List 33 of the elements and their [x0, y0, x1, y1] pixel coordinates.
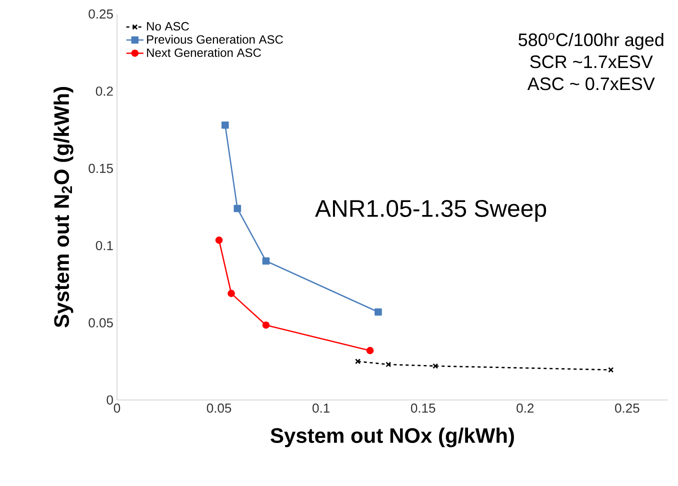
- point: [608, 367, 614, 373]
- x-tick-label: 0: [114, 404, 120, 413]
- y-tick-label: 0.25: [88, 9, 113, 19]
- point: [374, 308, 382, 316]
- point: [366, 346, 374, 354]
- point: [386, 362, 392, 368]
- point: [262, 257, 270, 265]
- point: [234, 204, 242, 212]
- point: [215, 236, 223, 244]
- y-axis-title: System out N$_{2}$O (g/kWh): [54, 87, 74, 328]
- legend-label: No ASC: [147, 22, 189, 31]
- annotation: ANR1.05-1.35 Sweep: [315, 200, 546, 222]
- y-tick-label: 0: [106, 395, 113, 405]
- x-axis-title: System out NOx (g/kWh): [270, 428, 514, 448]
- point: [432, 363, 438, 369]
- x-tick-label: 0.25: [615, 404, 640, 413]
- y-tick-label: 0.05: [88, 318, 113, 328]
- legend-label: Previous Generation ASC: [147, 34, 283, 44]
- point: [228, 290, 235, 298]
- annotation: ASC ~ 0.7xESV: [527, 77, 655, 90]
- x-tick-label: 0.1: [312, 404, 330, 413]
- x-tick-label: 0.05: [206, 404, 232, 413]
- y-tick-label: 0.1: [96, 240, 113, 250]
- point: [355, 358, 361, 364]
- x-tick-label: 0.15: [410, 404, 436, 413]
- annotation: SCR ~1.7xESV: [530, 55, 653, 68]
- annotation: 580$^{o}$C/100hr aged: [518, 32, 664, 50]
- point: [262, 321, 270, 329]
- y-tick-label: 0.15: [88, 164, 113, 173]
- point: [222, 122, 229, 129]
- y-tick-label: 0.2: [96, 86, 113, 96]
- legend-label: Next Generation ASC: [147, 48, 261, 57]
- x-tick-label: 0.2: [516, 404, 534, 413]
